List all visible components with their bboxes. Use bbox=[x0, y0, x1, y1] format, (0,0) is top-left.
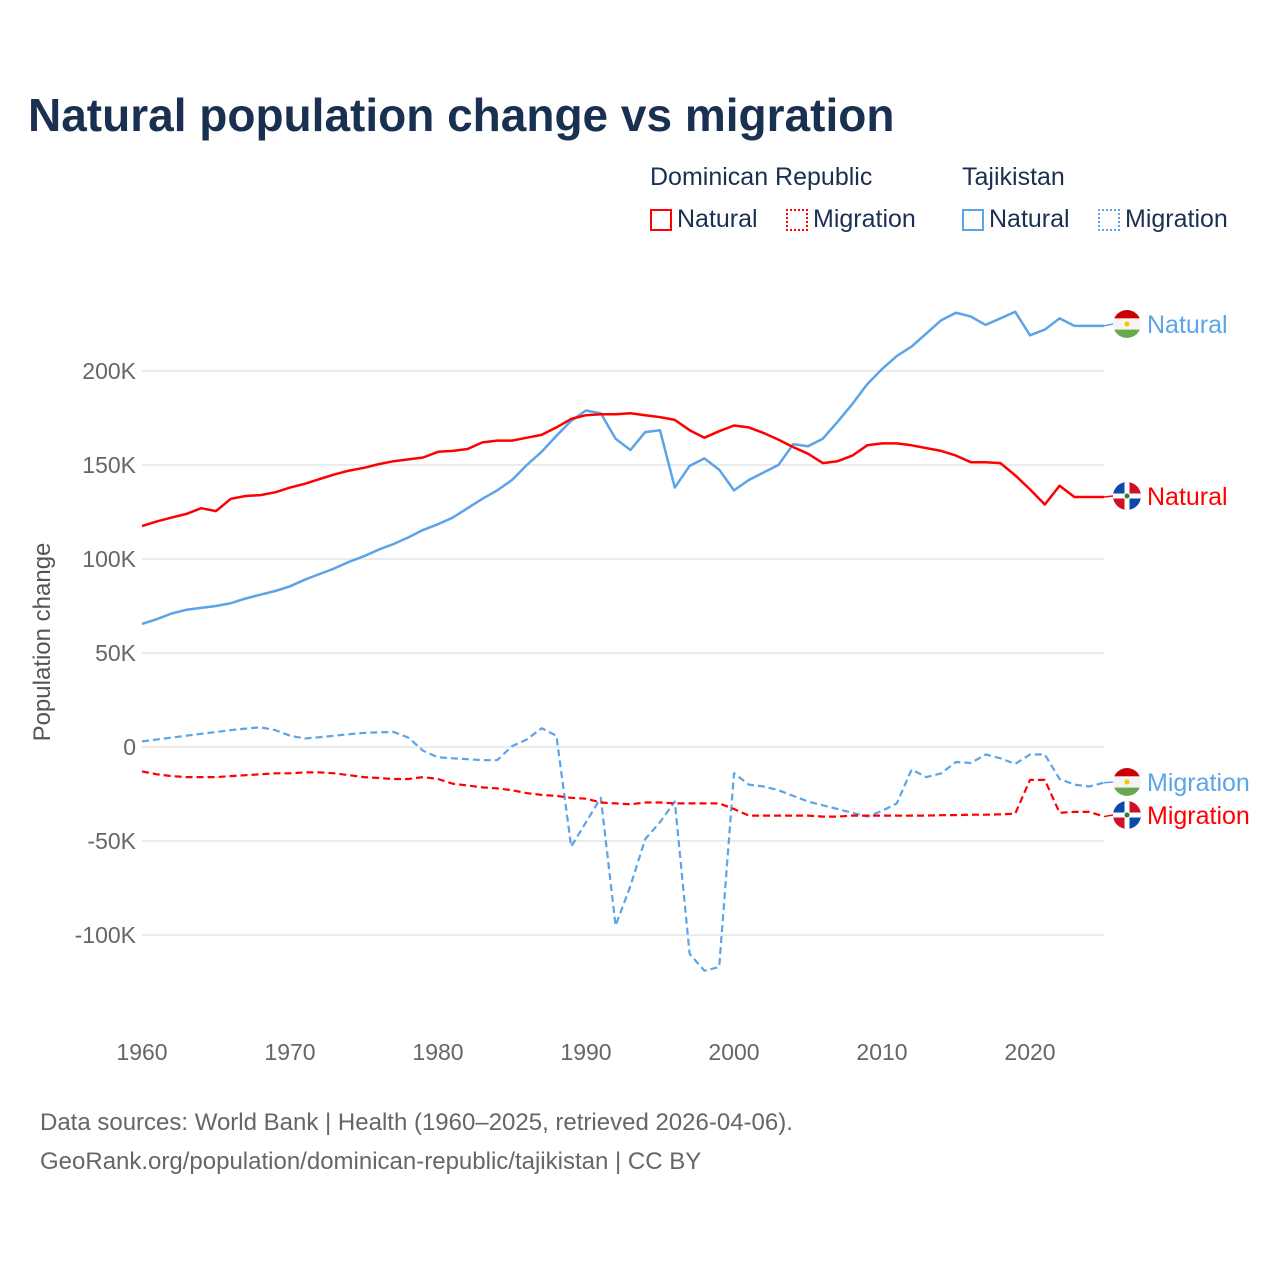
end-connector bbox=[1103, 781, 1114, 784]
source-note: Data sources: World Bank | Health (1960–… bbox=[40, 1109, 793, 1136]
x-tick-label: 2020 bbox=[1004, 1039, 1055, 1065]
x-tick-label: 1990 bbox=[560, 1039, 611, 1065]
legend-swatch-solid-blue bbox=[962, 208, 984, 231]
y-tick-label: 200K bbox=[82, 358, 136, 384]
legend-swatch-dotted-blue bbox=[1098, 208, 1120, 231]
dominican-republic-flag-icon bbox=[1113, 482, 1141, 510]
source-url[interactable]: GeoRank.org/population/dominican-republi… bbox=[40, 1148, 702, 1175]
chart-title: Natural population change vs migration bbox=[28, 89, 895, 141]
end-connector bbox=[1103, 323, 1114, 327]
legend-label: Migration bbox=[813, 205, 916, 233]
end-label: Natural bbox=[1147, 311, 1228, 339]
tajikistan-flag-icon bbox=[1113, 768, 1141, 796]
x-tick-label: 1970 bbox=[264, 1039, 315, 1065]
end-label: Natural bbox=[1147, 483, 1228, 511]
y-tick-label: -50K bbox=[87, 828, 136, 854]
legend-swatch-dotted-red bbox=[786, 208, 808, 231]
legend-item-dr-natural[interactable]: Natural bbox=[650, 205, 758, 234]
legend-group-dominican-republic: Dominican Republic bbox=[650, 163, 873, 191]
x-tick-label: 2010 bbox=[856, 1039, 907, 1065]
legend-label: Migration bbox=[1125, 205, 1228, 233]
y-tick-label: -100K bbox=[75, 922, 137, 948]
x-tick-label: 1960 bbox=[116, 1039, 167, 1065]
end-connector bbox=[1103, 814, 1114, 818]
series-line-dominican-republic-natural[interactable] bbox=[141, 412, 1104, 528]
legend-swatch-solid-red bbox=[650, 208, 672, 231]
x-tick-label: 2000 bbox=[708, 1039, 759, 1065]
legend-item-dr-migration[interactable]: Migration bbox=[786, 205, 916, 234]
dominican-republic-flag-icon bbox=[1113, 801, 1141, 829]
series-line-dominican-republic-migration[interactable] bbox=[141, 770, 1105, 818]
y-tick-label: 0 bbox=[123, 734, 136, 760]
legend-label: Natural bbox=[989, 205, 1070, 233]
legend-label: Natural bbox=[677, 205, 758, 233]
y-tick-label: 150K bbox=[82, 452, 136, 478]
end-label: Migration bbox=[1147, 769, 1250, 797]
series-line-tajikistan-natural[interactable] bbox=[141, 310, 1104, 626]
legend-group-tajikistan: Tajikistan bbox=[962, 163, 1065, 191]
legend-item-tj-migration[interactable]: Migration bbox=[1098, 205, 1228, 234]
y-tick-label: 100K bbox=[82, 546, 136, 572]
tajikistan-flag-icon bbox=[1113, 310, 1141, 338]
end-connector bbox=[1103, 495, 1114, 498]
x-tick-label: 1980 bbox=[412, 1039, 463, 1065]
legend-item-tj-natural[interactable]: Natural bbox=[962, 205, 1070, 234]
end-label: Migration bbox=[1147, 802, 1250, 830]
y-tick-label: 50K bbox=[95, 640, 137, 666]
y-axis-label: Population change bbox=[29, 543, 56, 742]
